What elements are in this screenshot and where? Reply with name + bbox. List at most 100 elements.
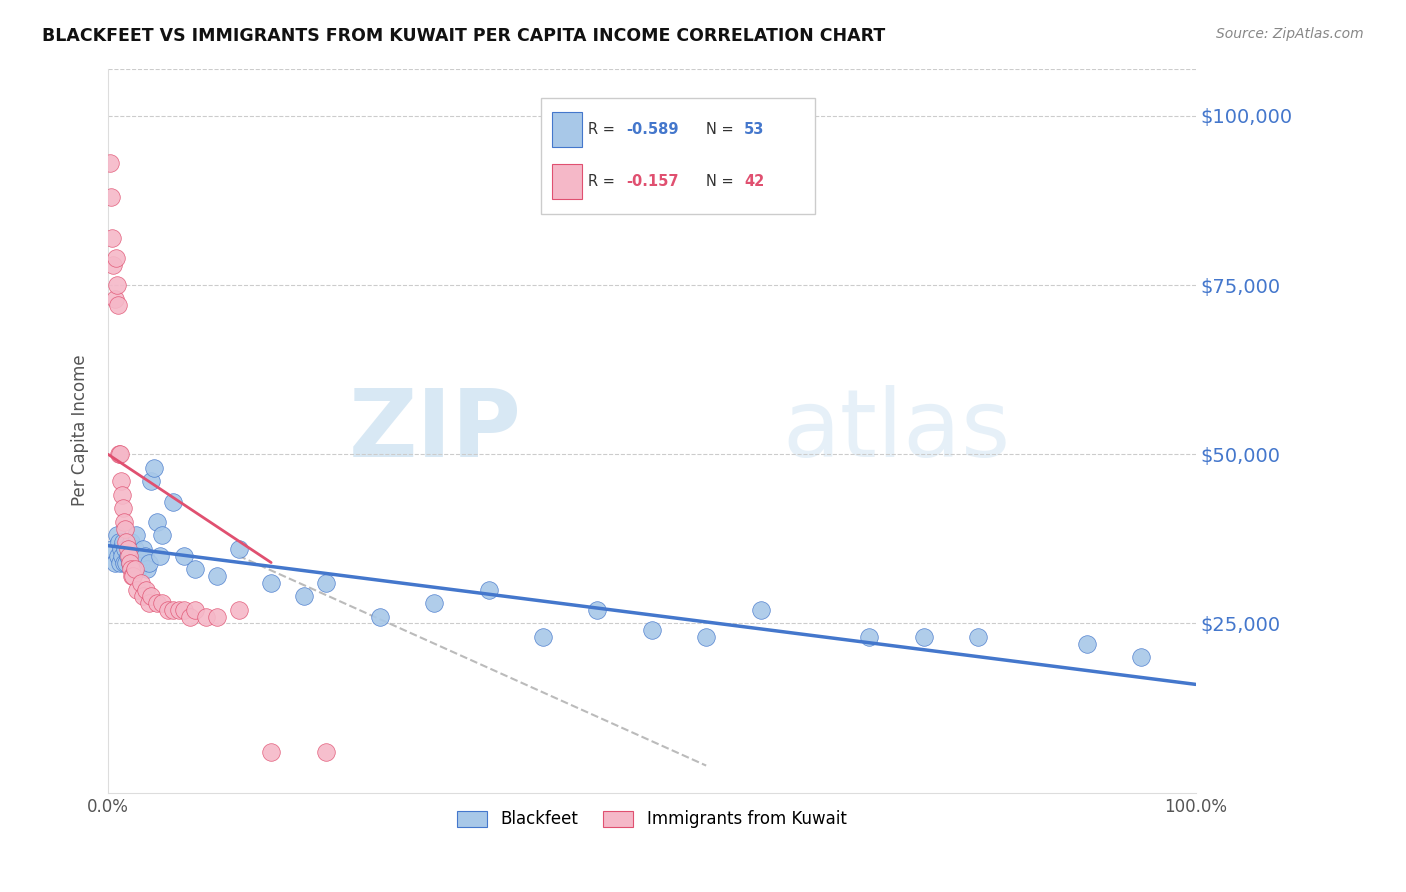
FancyBboxPatch shape xyxy=(553,164,582,199)
Text: 42: 42 xyxy=(744,174,765,189)
Point xyxy=(110,475,132,489)
Point xyxy=(136,562,159,576)
Point xyxy=(173,603,195,617)
Text: BLACKFEET VS IMMIGRANTS FROM KUWAIT PER CAPITA INCOME CORRELATION CHART: BLACKFEET VS IMMIGRANTS FROM KUWAIT PER … xyxy=(42,27,886,45)
Point xyxy=(122,556,145,570)
Point xyxy=(135,582,157,597)
Point xyxy=(150,528,173,542)
Point xyxy=(586,603,609,617)
FancyBboxPatch shape xyxy=(541,98,815,214)
Point xyxy=(112,515,135,529)
Point xyxy=(156,603,179,617)
Point xyxy=(122,569,145,583)
Point xyxy=(142,460,165,475)
Point xyxy=(114,541,136,556)
Text: ZIP: ZIP xyxy=(349,384,522,476)
Point xyxy=(146,596,169,610)
Point xyxy=(104,251,127,265)
Point xyxy=(749,603,772,617)
Point xyxy=(112,535,135,549)
Point xyxy=(260,575,283,590)
Point xyxy=(108,556,131,570)
Point xyxy=(315,745,337,759)
Point xyxy=(531,630,554,644)
Point xyxy=(111,549,134,563)
Point xyxy=(105,278,128,293)
Point xyxy=(108,447,131,461)
Point xyxy=(101,230,124,244)
Point xyxy=(105,528,128,542)
Text: N =: N = xyxy=(706,174,738,189)
Text: R =: R = xyxy=(588,122,620,137)
Point xyxy=(124,562,146,576)
Point xyxy=(967,630,990,644)
Text: Source: ZipAtlas.com: Source: ZipAtlas.com xyxy=(1216,27,1364,41)
Point xyxy=(149,549,172,563)
Point xyxy=(315,575,337,590)
Point xyxy=(260,745,283,759)
Point xyxy=(167,603,190,617)
Point xyxy=(292,590,315,604)
Point xyxy=(127,549,149,563)
FancyBboxPatch shape xyxy=(553,112,582,147)
Point xyxy=(103,258,125,272)
Text: N =: N = xyxy=(706,122,738,137)
Point xyxy=(368,609,391,624)
Point xyxy=(132,541,155,556)
Point xyxy=(118,541,141,556)
Point xyxy=(108,447,131,461)
Point xyxy=(141,475,163,489)
Point xyxy=(134,549,156,563)
Text: atlas: atlas xyxy=(782,384,1011,476)
Point xyxy=(118,549,141,563)
Point xyxy=(146,515,169,529)
Y-axis label: Per Capita Income: Per Capita Income xyxy=(72,355,89,507)
Point xyxy=(108,535,131,549)
Point xyxy=(423,596,446,610)
Point xyxy=(641,624,664,638)
Point xyxy=(228,603,250,617)
Point xyxy=(129,575,152,590)
Point xyxy=(138,596,160,610)
Point xyxy=(1130,650,1153,665)
Point xyxy=(125,528,148,542)
Point xyxy=(115,556,138,570)
Point xyxy=(112,501,135,516)
Legend: Blackfeet, Immigrants from Kuwait: Blackfeet, Immigrants from Kuwait xyxy=(450,804,853,835)
Point xyxy=(117,549,139,563)
Point xyxy=(114,522,136,536)
Point xyxy=(184,562,207,576)
Point xyxy=(107,549,129,563)
Point xyxy=(138,556,160,570)
Point xyxy=(101,541,124,556)
Point xyxy=(124,541,146,556)
Point xyxy=(194,609,217,624)
Point xyxy=(103,556,125,570)
Point xyxy=(115,535,138,549)
Point xyxy=(107,298,129,312)
Point xyxy=(129,556,152,570)
Point xyxy=(103,292,125,306)
Point xyxy=(695,630,717,644)
Point xyxy=(205,609,228,624)
Point xyxy=(117,541,139,556)
Point xyxy=(98,156,121,170)
Point xyxy=(110,541,132,556)
Point xyxy=(127,582,149,597)
Point xyxy=(228,541,250,556)
Text: -0.157: -0.157 xyxy=(626,174,679,189)
Text: R =: R = xyxy=(588,174,620,189)
Point xyxy=(121,549,143,563)
Point xyxy=(118,556,141,570)
Point xyxy=(173,549,195,563)
Point xyxy=(858,630,880,644)
Point xyxy=(162,494,184,508)
Point xyxy=(912,630,935,644)
Point xyxy=(478,582,501,597)
Text: 53: 53 xyxy=(744,122,765,137)
Point xyxy=(118,556,141,570)
Point xyxy=(120,535,142,549)
Point xyxy=(121,569,143,583)
Point xyxy=(150,596,173,610)
Point xyxy=(179,609,201,624)
